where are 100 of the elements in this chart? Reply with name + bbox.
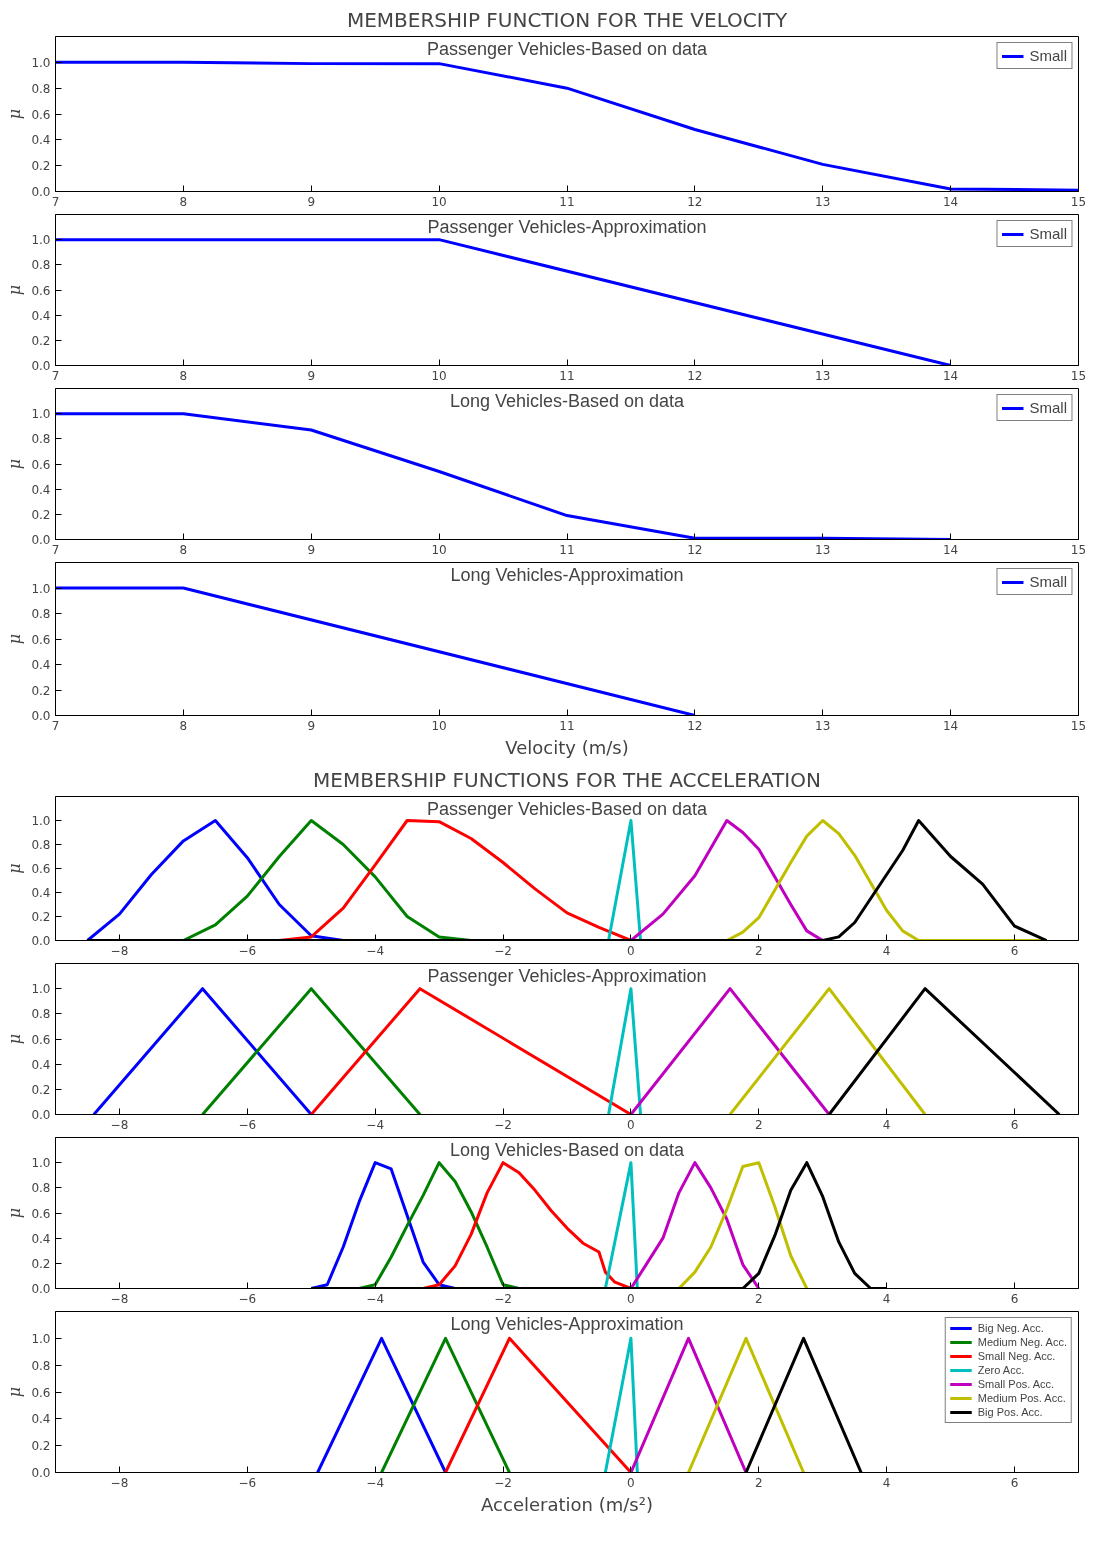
y-tick-label: 0.6: [31, 862, 51, 876]
y-tick-label: 0.4: [31, 1412, 51, 1427]
x-tick-label: −8: [110, 1291, 129, 1306]
x-tick-label: −6: [238, 1475, 257, 1490]
y-axis-title: μ: [5, 863, 25, 874]
x-tick-label: −2: [494, 1117, 512, 1132]
y-tick-label: 0.8: [31, 1358, 51, 1373]
x-tick-label: −2: [494, 1475, 512, 1490]
x-tick-label: 11: [559, 194, 575, 209]
x-tick-label: −6: [238, 943, 257, 958]
legend-label: Small: [1029, 573, 1067, 590]
y-tick-label: 0.4: [31, 1057, 51, 1072]
chart-subtitle: Long Vehicles-Approximation: [450, 564, 684, 585]
legend-label: Small Neg. Acc.: [977, 1350, 1056, 1362]
y-tick-label: 0.0: [31, 709, 51, 723]
legend-label: Big Neg. Acc.: [977, 1322, 1044, 1334]
y-tick-label: 0.0: [31, 533, 51, 547]
x-tick-label: −4: [366, 943, 385, 958]
legend-label: Medium Neg. Acc.: [977, 1336, 1067, 1348]
y-tick-label: 0.4: [31, 133, 51, 148]
x-tick-label: 4: [882, 1475, 891, 1490]
x-tick-label: 10: [431, 368, 447, 383]
y-tick-label: 0.4: [31, 886, 51, 900]
x-tick-label: 7: [51, 542, 60, 557]
x-tick-label: 8: [179, 718, 188, 733]
y-tick-label: 0.8: [31, 81, 51, 96]
x-tick-label: 2: [755, 1475, 763, 1490]
legend-label: Small: [1029, 225, 1067, 242]
x-tick-label: 15: [1070, 718, 1087, 733]
x-tick-label: 2: [755, 1291, 763, 1306]
y-tick-label: 0.2: [31, 683, 51, 698]
y-tick-label: 0.8: [31, 1007, 51, 1022]
y-tick-label: 0.2: [31, 333, 51, 348]
y-tick-label: 1.0: [31, 407, 51, 422]
y-axis-title: μ: [5, 1033, 25, 1045]
x-tick-label: −4: [366, 1475, 385, 1490]
y-tick-label: 1.0: [31, 55, 51, 70]
y-tick-label: 0.4: [31, 308, 51, 323]
legend-label: Small: [1029, 47, 1067, 64]
y-tick-label: 0.6: [31, 457, 51, 472]
chart-subtitle: Long Vehicles-Based on data: [449, 1139, 686, 1160]
x-tick-label: 0: [627, 943, 635, 958]
x-tick-label: 8: [179, 194, 188, 209]
y-tick-label: 0.2: [31, 507, 51, 522]
x-tick-label: 9: [307, 542, 316, 557]
chart-title: MEMBERSHIP FUNCTIONS FOR THE ACCELERATION: [313, 767, 821, 792]
x-tick-label: 7: [51, 368, 60, 383]
x-tick-label: −4: [366, 1117, 385, 1132]
y-tick-label: 0.0: [31, 185, 51, 199]
x-tick-label: 9: [307, 368, 316, 383]
y-tick-label: 0.6: [31, 1206, 51, 1221]
x-tick-label: −6: [238, 1291, 257, 1306]
y-tick-label: 0.2: [31, 910, 51, 924]
y-tick-label: 0.8: [31, 258, 51, 273]
y-tick-label: 0.0: [31, 1108, 51, 1122]
x-tick-label: 12: [687, 368, 703, 383]
x-tick-label: 15: [1070, 194, 1087, 209]
y-axis-title: μ: [5, 1386, 25, 1398]
x-tick-label: −6: [238, 1117, 257, 1132]
y-tick-label: 0.8: [31, 432, 51, 447]
y-axis-title: μ: [5, 108, 25, 120]
x-tick-label: 4: [882, 1117, 891, 1132]
x-axis-title: Acceleration (m/s²): [481, 1493, 653, 1515]
y-tick-label: 1.0: [31, 1331, 51, 1346]
x-tick-label: 10: [431, 542, 447, 557]
x-tick-label: 6: [1010, 1117, 1019, 1132]
x-tick-label: −8: [110, 943, 129, 958]
x-tick-label: 2: [755, 1117, 763, 1132]
x-tick-label: 11: [559, 368, 575, 383]
x-tick-label: 12: [687, 718, 703, 733]
y-tick-label: 1.0: [31, 581, 51, 596]
y-tick-label: 0.4: [31, 1231, 51, 1246]
chart-subtitle: Long Vehicles-Based on data: [449, 390, 686, 411]
x-tick-label: 4: [882, 943, 891, 958]
chart-subtitle: Passenger Vehicles-Based on data: [426, 798, 709, 819]
y-tick-label: 0.6: [31, 632, 51, 647]
x-tick-label: 13: [815, 718, 831, 733]
y-tick-label: 0.2: [31, 1256, 51, 1271]
chart-subtitle: Passenger Vehicles-Based on data: [426, 38, 709, 59]
x-tick-label: 14: [942, 368, 959, 383]
x-tick-label: 0: [627, 1291, 635, 1306]
x-tick-label: 6: [1010, 943, 1019, 958]
x-tick-label: 2: [755, 943, 763, 958]
x-tick-label: 9: [307, 194, 316, 209]
x-tick-label: −4: [366, 1291, 385, 1306]
y-tick-label: 0.2: [31, 159, 51, 174]
y-axis-title: μ: [5, 633, 25, 645]
x-tick-label: 11: [559, 542, 575, 557]
x-tick-label: 13: [815, 542, 831, 557]
x-tick-label: 8: [179, 368, 188, 383]
x-tick-label: 10: [431, 194, 447, 209]
x-tick-label: 4: [882, 1291, 891, 1306]
x-axis-title: Velocity (m/s): [505, 736, 629, 758]
x-tick-label: 7: [51, 194, 60, 209]
x-tick-label: 14: [942, 542, 959, 557]
x-tick-label: 12: [687, 542, 703, 557]
y-tick-label: 1.0: [31, 233, 51, 248]
x-tick-label: 0: [627, 1117, 635, 1132]
y-axis-title: μ: [5, 284, 25, 296]
x-tick-label: 14: [942, 718, 959, 733]
